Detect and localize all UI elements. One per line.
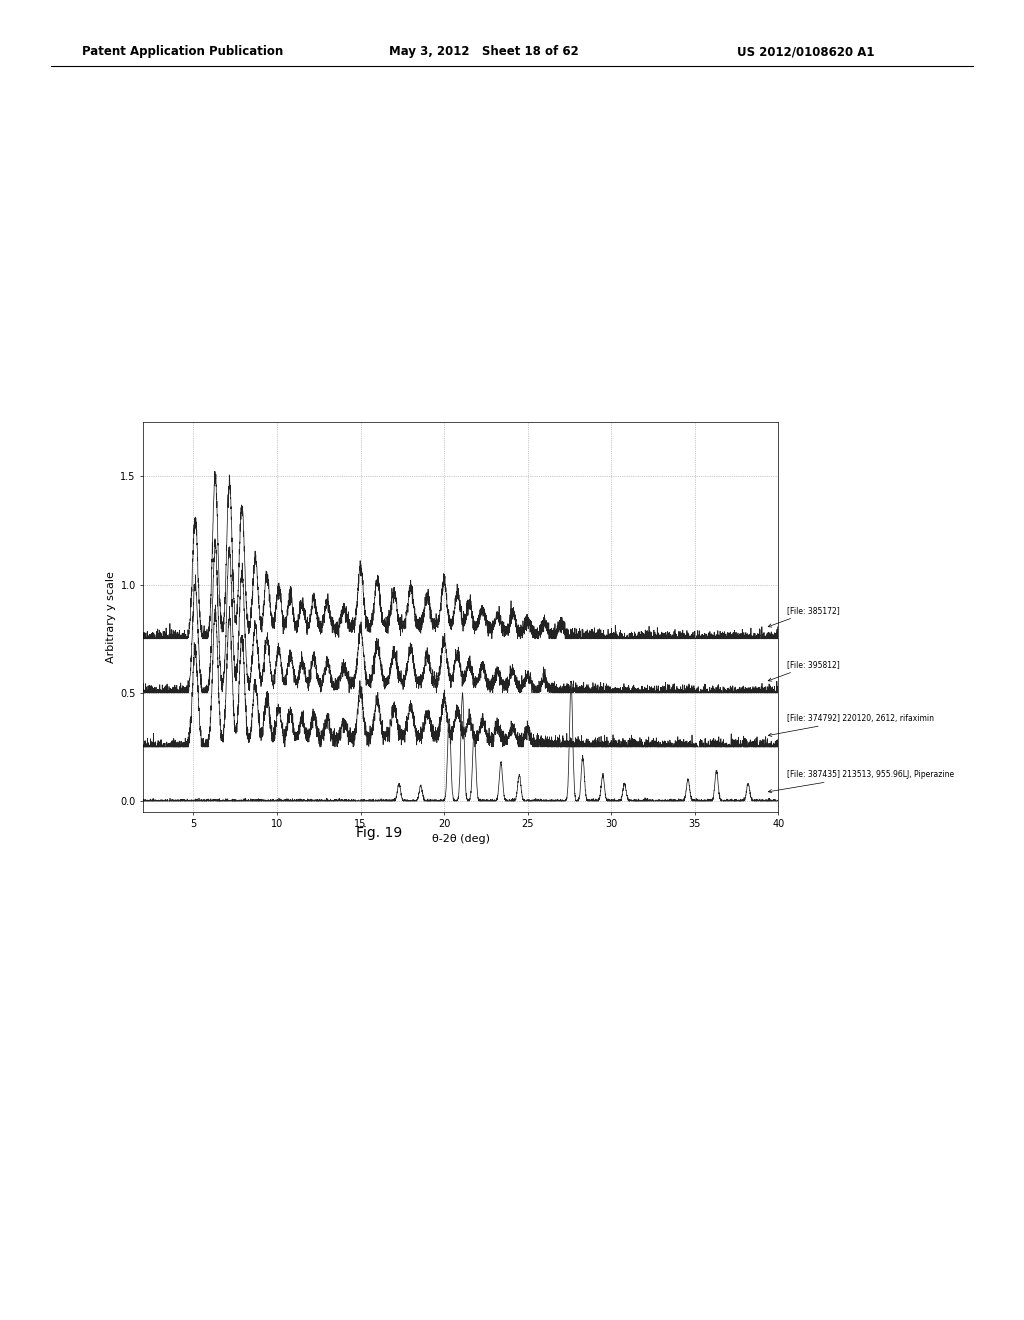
Text: May 3, 2012   Sheet 18 of 62: May 3, 2012 Sheet 18 of 62 — [389, 45, 579, 58]
Text: Patent Application Publication: Patent Application Publication — [82, 45, 284, 58]
Text: [File: 374792] 220120, 2612, rifaximin: [File: 374792] 220120, 2612, rifaximin — [768, 714, 934, 737]
Text: [File: 385172]: [File: 385172] — [768, 606, 840, 627]
Text: [File: 395812]: [File: 395812] — [768, 660, 840, 681]
Text: Fig. 19: Fig. 19 — [355, 826, 402, 840]
X-axis label: θ-2θ (deg): θ-2θ (deg) — [432, 834, 489, 843]
Text: [File: 387435] 213513, 955.96LJ, Piperazine: [File: 387435] 213513, 955.96LJ, Piperaz… — [768, 770, 953, 793]
Text: US 2012/0108620 A1: US 2012/0108620 A1 — [737, 45, 874, 58]
Y-axis label: Arbitrary y scale: Arbitrary y scale — [106, 572, 116, 663]
